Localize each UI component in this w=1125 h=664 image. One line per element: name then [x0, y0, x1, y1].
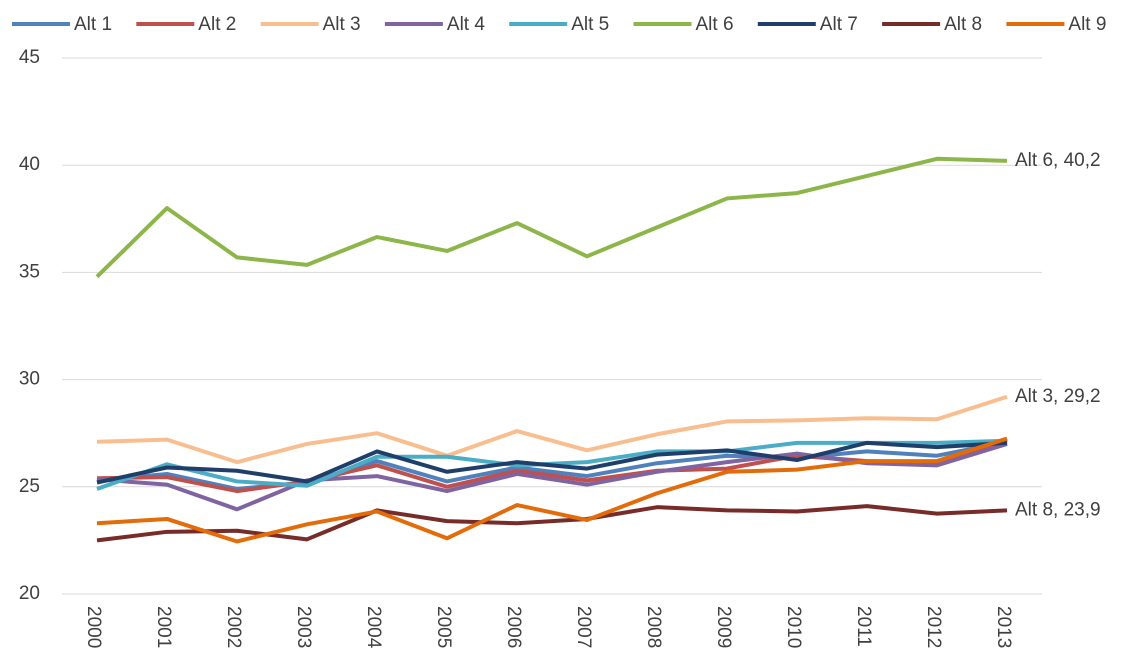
series-line	[96, 440, 1008, 485]
series-line	[96, 504, 1008, 543]
series-line	[96, 394, 1008, 465]
x-tick-label: 2001	[153, 606, 174, 648]
series-line	[95, 156, 1008, 279]
x-tick-label: 2012	[923, 606, 944, 648]
y-tick-label: 25	[19, 476, 40, 497]
x-tick-label: 2007	[573, 606, 594, 648]
legend-label: Alt 7	[820, 14, 858, 35]
x-tick-label: 2011	[853, 606, 874, 647]
legend-label: Alt 5	[571, 14, 609, 35]
x-tick-label: 2013	[993, 606, 1014, 648]
legend-label: Alt 8	[944, 14, 982, 35]
x-tick-label: 2004	[363, 606, 384, 649]
y-tick-label: 40	[19, 154, 40, 175]
legend-label: Alt 4	[447, 14, 485, 35]
x-tick-label: 2008	[643, 606, 664, 648]
legend-label: Alt 6	[696, 14, 734, 35]
x-tick-label: 2000	[83, 606, 104, 648]
data-label: Alt 6, 40,2	[1015, 150, 1101, 171]
data-label: Alt 8, 23,9	[1015, 499, 1101, 520]
y-tick-label: 20	[19, 583, 40, 604]
y-tick-label: 35	[19, 261, 40, 282]
legend-label: Alt 1	[74, 14, 112, 35]
x-tick-label: 2002	[223, 606, 244, 648]
y-tick-label: 45	[19, 47, 40, 68]
legend-label: Alt 3	[323, 14, 361, 35]
data-label: Alt 3, 29,2	[1015, 386, 1101, 407]
x-tick-label: 2003	[293, 606, 314, 648]
series-line	[96, 436, 1008, 544]
legend-label: Alt 9	[1068, 14, 1106, 35]
x-tick-label: 2009	[713, 606, 734, 648]
x-tick-label: 2005	[433, 606, 454, 648]
legend-label: Alt 2	[198, 14, 236, 35]
x-tick-label: 2006	[503, 606, 524, 648]
x-tick-label: 2010	[783, 606, 804, 648]
y-tick-label: 30	[19, 369, 40, 390]
